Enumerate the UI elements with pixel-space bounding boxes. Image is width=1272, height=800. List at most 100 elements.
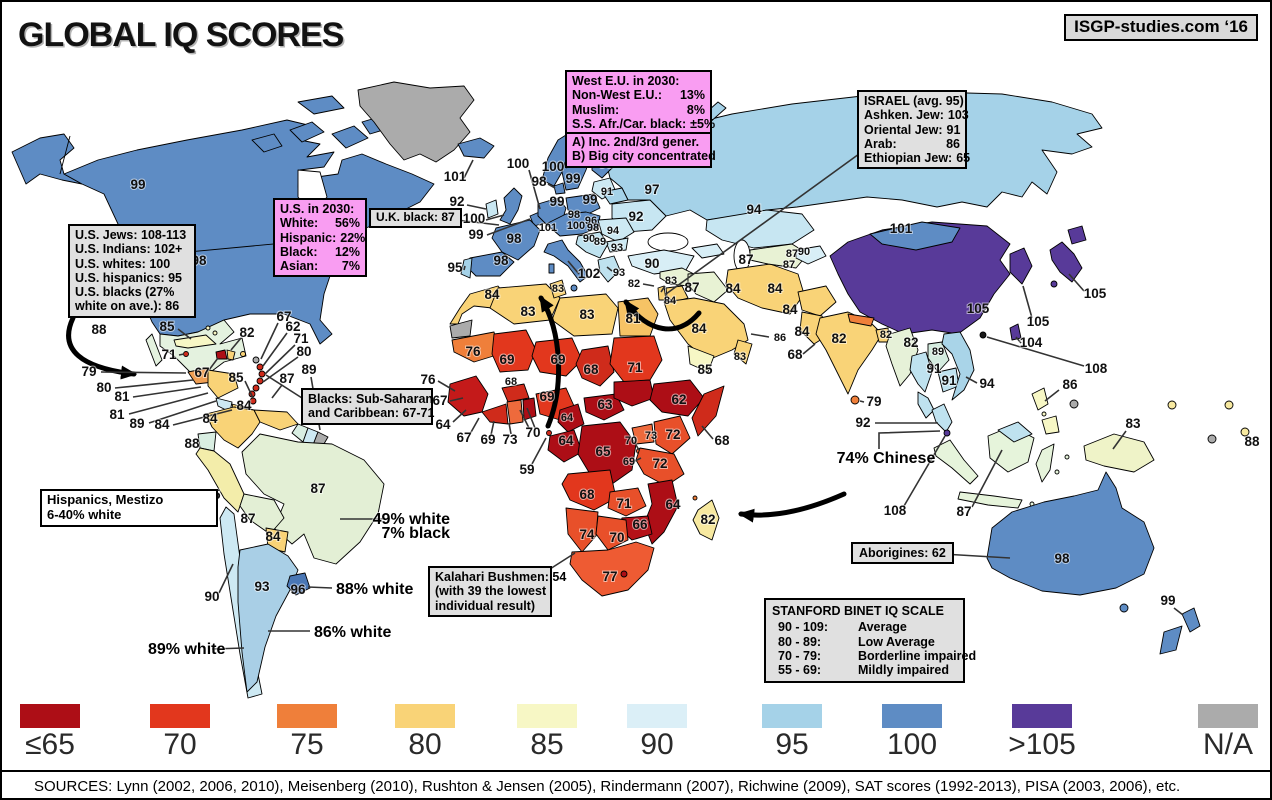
map-region bbox=[957, 491, 1023, 509]
map-region bbox=[499, 187, 523, 225]
map-value-label: 90 bbox=[583, 233, 595, 245]
map-value-label: 99 bbox=[565, 171, 580, 186]
map-region bbox=[613, 379, 655, 407]
map-value-label: 62 bbox=[671, 392, 686, 407]
map-value-label: 87 bbox=[279, 371, 294, 386]
arrow-madagascar bbox=[738, 491, 847, 523]
map-value-label: 89 bbox=[932, 346, 944, 358]
map-value-label: 88 bbox=[1244, 434, 1260, 449]
map-value-label: 69 bbox=[623, 456, 635, 468]
box-line: U.S. Indians: 102+ bbox=[75, 242, 183, 257]
map-region bbox=[485, 199, 499, 219]
map-value-label: 68 bbox=[714, 433, 730, 448]
leader-lines bbox=[100, 153, 1184, 650]
box-row-value: 91 bbox=[946, 122, 961, 137]
legend-swatch bbox=[395, 704, 455, 728]
map-value-label: 87 bbox=[240, 511, 255, 526]
box-text: Aborigines: 62 bbox=[859, 546, 946, 560]
map-value-label: 99 bbox=[468, 227, 483, 242]
map-region bbox=[195, 447, 245, 513]
map-region bbox=[331, 125, 369, 149]
map-value-label: 87 bbox=[738, 252, 753, 267]
map-region bbox=[583, 393, 625, 421]
scale-row: 80 - 89: Low Average bbox=[772, 635, 957, 649]
map-region bbox=[692, 495, 698, 501]
leader-line bbox=[230, 337, 242, 351]
map-region bbox=[933, 439, 979, 485]
box-line: individual result) bbox=[435, 598, 536, 613]
map-value-label: 88 bbox=[184, 436, 200, 451]
box-row: Non-West E.U.: 13% bbox=[572, 88, 705, 102]
map-region bbox=[357, 81, 475, 163]
leader-line bbox=[452, 409, 467, 423]
map-region bbox=[256, 377, 264, 385]
scale-range: 55 - 69: bbox=[778, 663, 822, 677]
map-value-label: 68 bbox=[787, 347, 803, 362]
map-value-label: 90 bbox=[798, 246, 810, 258]
map-region bbox=[595, 515, 629, 551]
leader-line bbox=[132, 386, 202, 398]
map-value-label: 99 bbox=[582, 192, 597, 207]
map-region bbox=[256, 363, 264, 371]
map-value-label: 87 bbox=[786, 248, 798, 260]
map-value-label: 68 bbox=[505, 376, 517, 388]
box-row: S.S. Afr./Car. black: ±5% bbox=[572, 117, 715, 131]
map-value-label: 64 bbox=[665, 497, 681, 512]
map-value-label: 85 bbox=[697, 362, 713, 377]
page-title: GLOBAL IQ SCORES bbox=[18, 16, 344, 54]
scale-range: 70 - 79: bbox=[778, 648, 822, 663]
leader-line bbox=[264, 344, 296, 375]
map-value-label: 64 bbox=[561, 412, 574, 424]
map-region bbox=[575, 345, 615, 387]
map-value-label: 88 bbox=[91, 322, 107, 337]
map-region bbox=[795, 245, 827, 265]
map-region bbox=[159, 319, 247, 375]
map-region bbox=[577, 421, 637, 485]
box-line: U.S. Jews: 108-113 bbox=[75, 228, 187, 242]
map-region bbox=[205, 325, 211, 331]
map-value-label: 70 bbox=[609, 530, 624, 545]
map-value-label: 98 bbox=[493, 253, 509, 268]
map-region bbox=[557, 403, 585, 433]
map-value-label: 69 bbox=[550, 352, 565, 367]
box-row: Black: 12% bbox=[280, 245, 360, 259]
map-region bbox=[725, 263, 805, 315]
map-value-label: 95 bbox=[447, 260, 463, 275]
legend-swatch bbox=[1198, 704, 1258, 728]
legend-swatch bbox=[20, 704, 80, 728]
scale-row: 90 - 109: Average bbox=[772, 620, 957, 634]
sources-bar: SOURCES: Lynn (2002, 2006, 2010), Meisen… bbox=[2, 770, 1270, 798]
box-row: Muslim: 8% bbox=[572, 103, 705, 117]
map-region bbox=[1224, 400, 1234, 410]
map-value-label: 64 bbox=[558, 433, 574, 448]
map-region bbox=[601, 187, 629, 205]
map-value-label: 108 bbox=[1085, 361, 1108, 376]
map-region bbox=[1064, 454, 1070, 460]
leader-line bbox=[1015, 336, 1022, 344]
map-value-label: 80 bbox=[96, 380, 111, 395]
leader-line bbox=[469, 417, 480, 435]
map-region bbox=[226, 349, 236, 361]
map-region bbox=[643, 479, 679, 545]
box-row-value: 8% bbox=[686, 102, 705, 117]
map-value-label: 84 bbox=[691, 321, 707, 336]
map-value-label: 69 bbox=[499, 352, 514, 367]
map-value-label: 81 bbox=[114, 389, 130, 404]
map-region bbox=[1031, 387, 1049, 411]
legend-label: 95 bbox=[775, 728, 809, 761]
map-value-label: 97 bbox=[644, 182, 659, 197]
map-value-label: 90 bbox=[644, 256, 659, 271]
box-title: STANFORD BINET IQ SCALE bbox=[772, 604, 944, 618]
box-line: U.S. hispanics: 95 bbox=[75, 270, 182, 285]
map-region bbox=[917, 391, 935, 419]
map-region bbox=[241, 433, 385, 565]
map-region bbox=[797, 285, 837, 317]
map-region bbox=[1049, 241, 1083, 283]
box-line: white on ave.): 86 bbox=[75, 299, 180, 314]
map-region bbox=[597, 217, 635, 243]
map-value-label: 93 bbox=[254, 579, 270, 594]
scale-row: 55 - 69: Mildly impaired bbox=[772, 663, 957, 677]
map-region bbox=[647, 232, 689, 252]
box-row-label: Ethiopian Jew: bbox=[864, 151, 953, 165]
